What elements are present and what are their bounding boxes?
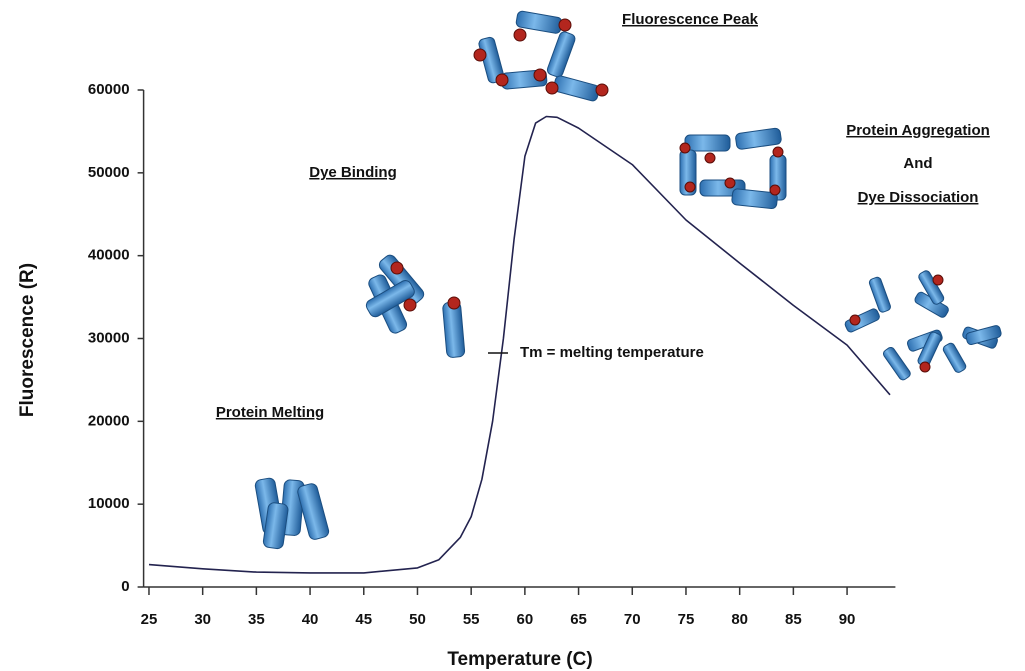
- y-tick-label: 40000: [88, 247, 130, 264]
- x-tick-label: 45: [355, 611, 372, 628]
- y-tick-label: 30000: [88, 329, 130, 346]
- y-axis-label: Fluorescence (R): [17, 263, 38, 417]
- annotation: Protein Melting: [216, 404, 324, 421]
- fluorescence-peak-illustration: [473, 10, 609, 102]
- y-tick-label: 60000: [88, 81, 130, 98]
- x-axis-label: Temperature (C): [447, 649, 592, 670]
- x-tick-label: 25: [141, 611, 158, 628]
- x-tick-label: 50: [409, 611, 426, 628]
- annotation: Dye Binding: [309, 164, 397, 181]
- y-tick-label: 10000: [88, 495, 130, 512]
- x-tick-label: 60: [517, 611, 534, 628]
- x-tick-label: 35: [248, 611, 265, 628]
- aggregation-illustration: [679, 127, 787, 210]
- annotation: Protein Aggregation: [846, 122, 990, 139]
- x-tick-label: 65: [570, 611, 587, 628]
- protein-melting-illustration: [254, 477, 330, 550]
- dissociation-illustration: [844, 270, 1002, 381]
- y-tick-label: 50000: [88, 164, 130, 181]
- x-tick-label: 90: [839, 611, 856, 628]
- y-tick-label: 0: [121, 578, 129, 595]
- data-line: [148, 115, 891, 574]
- x-tick-label: 70: [624, 611, 641, 628]
- x-tick-label: 85: [785, 611, 802, 628]
- x-tick-label: 75: [678, 611, 695, 628]
- annotation: And: [903, 155, 932, 172]
- x-tick-label: 40: [302, 611, 319, 628]
- dye-binding-illustration: [365, 254, 466, 358]
- annotation: Fluorescence Peak: [622, 11, 759, 28]
- x-tick-label: 55: [463, 611, 480, 628]
- x-tick-label: 30: [194, 611, 211, 628]
- annotation: Tm = melting temperature: [520, 344, 704, 361]
- annotation: Dye Dissociation: [858, 189, 979, 206]
- x-tick-label: 80: [731, 611, 748, 628]
- y-tick-label: 20000: [88, 412, 130, 429]
